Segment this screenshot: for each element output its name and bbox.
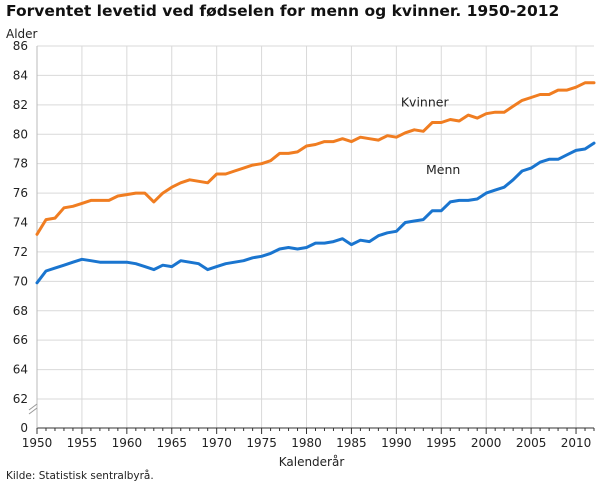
- y-tick-label: 82: [13, 98, 28, 112]
- x-tick-label: 1970: [201, 436, 232, 450]
- y-tick-label: 72: [13, 245, 28, 259]
- y-tick-label: 84: [13, 68, 28, 82]
- x-tick-label: 2010: [561, 436, 592, 450]
- x-tick-label: 1965: [156, 436, 187, 450]
- chart-title: Forventet levetid ved fødselen for menn …: [6, 2, 560, 20]
- x-tick-label: 2000: [471, 436, 502, 450]
- y-tick-label: 86: [13, 39, 28, 53]
- y-axis-label: Alder: [6, 27, 38, 41]
- y-tick-label: 64: [13, 363, 28, 377]
- x-tick-label: 1975: [246, 436, 277, 450]
- y-tick-label: 80: [13, 127, 28, 141]
- y-tick-label: 66: [13, 333, 28, 347]
- x-tick-label: 1960: [112, 436, 143, 450]
- x-tick-label: 2005: [516, 436, 547, 450]
- series-label-menn: Menn: [426, 162, 460, 177]
- x-tick-label: 1955: [67, 436, 98, 450]
- series-line-kvinner: [35, 81, 596, 236]
- y-tick-label: 0: [20, 421, 28, 435]
- y-tick-label: 76: [13, 186, 28, 200]
- y-tick-label: 78: [13, 157, 28, 171]
- series-line-menn: [35, 141, 596, 285]
- y-tick-label: 68: [13, 304, 28, 318]
- series-label-kvinner: Kvinner: [401, 94, 450, 109]
- x-tick-label: 1980: [291, 436, 322, 450]
- y-tick-label: 74: [13, 216, 28, 230]
- x-tick-label: 1985: [336, 436, 367, 450]
- x-axis-label: Kalenderår: [279, 455, 345, 469]
- source-note: Kilde: Statistisk sentralbyrå.: [6, 470, 154, 482]
- axis-break-icon: [28, 403, 38, 415]
- x-tick-label: 1950: [22, 436, 53, 450]
- x-tick-label: 1995: [426, 436, 457, 450]
- y-tick-label: 70: [13, 274, 28, 288]
- y-tick-label: 62: [13, 392, 28, 406]
- x-tick-label: 1990: [381, 436, 412, 450]
